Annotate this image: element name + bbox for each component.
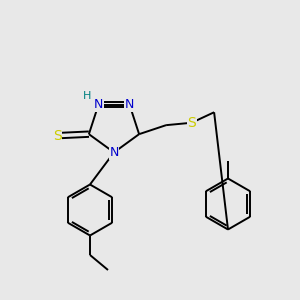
Text: N: N [94,98,103,111]
Text: S: S [53,129,62,143]
Text: N: N [109,146,119,159]
Text: N: N [125,98,134,111]
Text: S: S [187,116,196,130]
Text: H: H [83,91,91,101]
